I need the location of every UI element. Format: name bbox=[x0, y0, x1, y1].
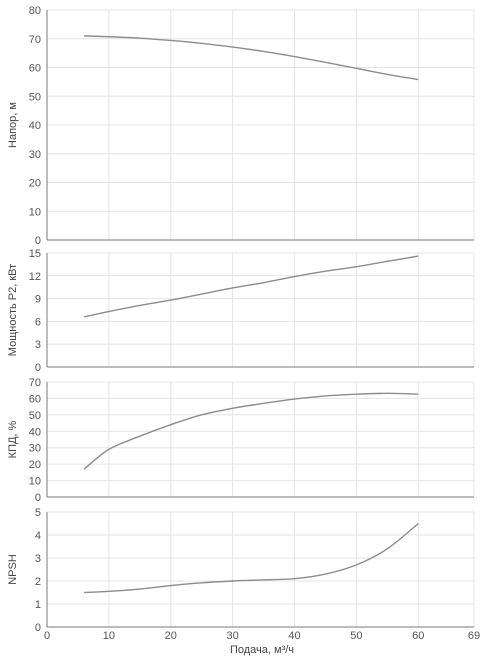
y-tick-label: 12 bbox=[29, 271, 41, 283]
series-curve bbox=[83, 392, 419, 470]
x-tick-label: 10 bbox=[103, 630, 115, 642]
y-axis-title: NPSH bbox=[7, 554, 19, 585]
series-curve bbox=[83, 255, 419, 318]
y-tick-label: 4 bbox=[35, 530, 41, 542]
y-tick-label: 15 bbox=[29, 248, 41, 260]
y-tick-label: 70 bbox=[29, 34, 41, 46]
x-tick-label: 30 bbox=[227, 630, 239, 642]
x-axis-ticks: 0 10 20 30 40 50 60 69 bbox=[44, 630, 480, 642]
y-axis-title: Мощность P2, кВт bbox=[7, 264, 19, 356]
y-tick-label: 2 bbox=[35, 576, 41, 588]
x-tick-label: 0 bbox=[44, 630, 50, 642]
y-tick-label: 0 bbox=[35, 235, 41, 247]
y-tick-label: 30 bbox=[29, 149, 41, 161]
y-tick-label: 40 bbox=[29, 426, 41, 438]
y-tick-label: 1 bbox=[35, 599, 41, 611]
y-tick-label: 0 bbox=[35, 492, 41, 504]
x-axis-title: Подача, м³/ч bbox=[230, 644, 294, 656]
panel-3: 0 10 20 30 40 50 60 70 КПД, % bbox=[7, 377, 475, 504]
series-curve bbox=[84, 35, 419, 81]
x-tick-label: 40 bbox=[288, 630, 300, 642]
y-tick-label: 70 bbox=[29, 377, 41, 389]
y-tick-label: 40 bbox=[29, 120, 41, 132]
panel-2: 0 3 6 9 12 15 Мощность P2, кВт bbox=[7, 248, 475, 374]
y-tick-label: 10 bbox=[29, 476, 41, 488]
y-tick-label: 10 bbox=[29, 206, 41, 218]
y-tick-label: 60 bbox=[29, 63, 41, 75]
y-tick-label: 3 bbox=[35, 339, 41, 351]
x-tick-label: 60 bbox=[412, 630, 424, 642]
y-axis-title: Напор, м bbox=[7, 102, 19, 148]
y-tick-label: 20 bbox=[29, 178, 41, 190]
y-axis-title: КПД, % bbox=[7, 420, 19, 458]
x-tick-label: 20 bbox=[165, 630, 177, 642]
y-tick-label: 50 bbox=[29, 91, 41, 103]
y-tick-label: 6 bbox=[35, 316, 41, 328]
y-tick-label: 80 bbox=[29, 5, 41, 17]
y-tick-label: 20 bbox=[29, 459, 41, 471]
x-tick-label: 50 bbox=[350, 630, 362, 642]
y-tick-label: 3 bbox=[35, 553, 41, 565]
panel-4: 0 1 2 3 4 5 NPSH bbox=[7, 507, 475, 634]
y-tick-label: 50 bbox=[29, 410, 41, 422]
panel-1: 0 10 20 30 40 50 60 70 80 Напор, м bbox=[7, 5, 475, 247]
y-tick-label: 5 bbox=[35, 507, 41, 519]
y-tick-label: 0 bbox=[35, 362, 41, 374]
y-tick-label: 9 bbox=[35, 294, 41, 306]
y-tick-label: 0 bbox=[35, 622, 41, 634]
x-tick-label: 69 bbox=[468, 630, 480, 642]
y-tick-label: 60 bbox=[29, 393, 41, 405]
series-curve bbox=[84, 522, 419, 594]
y-tick-label: 30 bbox=[29, 443, 41, 455]
